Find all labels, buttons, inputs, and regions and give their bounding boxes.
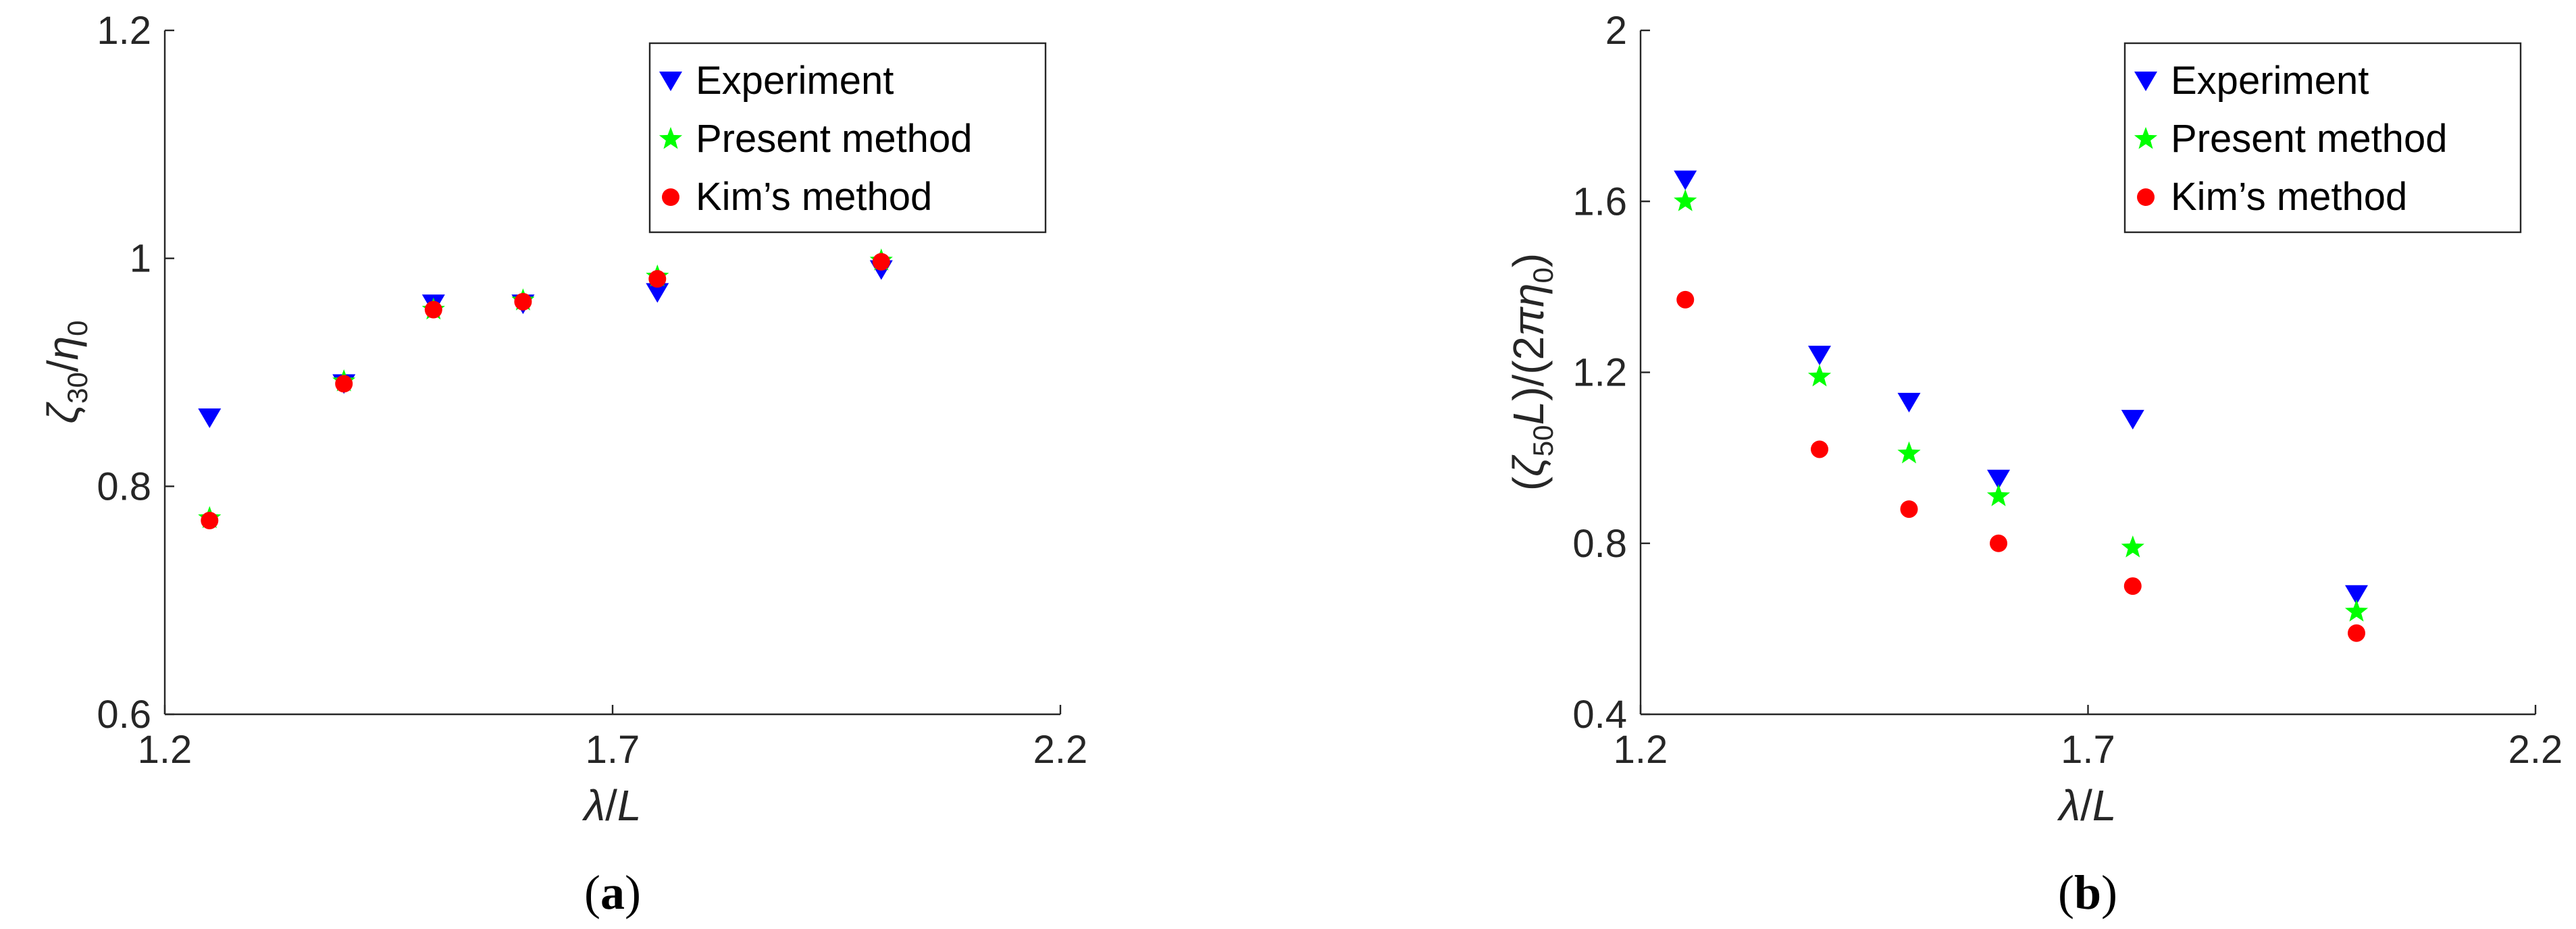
panel-a-y-tick-label-3: 1.2: [97, 9, 151, 53]
panel-b-legend-box: [2123, 42, 2522, 234]
panel-b-experiment-point-1: [1808, 346, 1831, 366]
panel-b-experiment-point-2: [1897, 392, 1921, 413]
panel-a-experiment-point-0: [198, 408, 222, 429]
panel-a-experiment-point-4: [646, 283, 669, 303]
panel-a-legend-marker-kims-method: [662, 188, 679, 206]
panel-b-kims-method-point-0: [1676, 290, 1695, 309]
panel-a-kims-method-point-2: [424, 300, 442, 319]
panel-b-legend-present-method: Present method: [2171, 117, 2447, 161]
panel-b-kims-method-point-1: [1811, 440, 1828, 458]
panel-a-label: (a): [584, 866, 641, 920]
panel-b-kims-method-point-5: [2348, 624, 2365, 642]
panel-a-y-tick-label-0: 0.6: [97, 693, 151, 737]
panel-b-present-method-point-5: [2344, 600, 2369, 622]
panel-b-legend-marker-present-method: [2134, 127, 2158, 149]
panel-a-y-tick-label-1: 0.8: [97, 464, 151, 508]
panel-a-x-tick-label-0: 1.2: [138, 728, 192, 772]
panel-a-kims-method-point-0: [201, 511, 219, 529]
panel-a-y-axis-label: ζ30/η0: [38, 320, 93, 423]
panel-b-label-letter: b: [2074, 866, 2101, 920]
panel-b-experiment-point-0: [1674, 170, 1697, 190]
panel-b-kims-method-point-3: [1990, 534, 2007, 552]
panel-a-x-tick-label-2: 2.2: [1033, 728, 1088, 772]
panel-b-x-tick-label-1: 1.7: [2061, 728, 2115, 772]
panel-b-legend: Experiment Present method Kim’s method: [2123, 42, 2522, 234]
panel-b-y-axis-label: (ζ50L)/(2πη0): [1504, 253, 1559, 491]
panel-b-label: (b): [2058, 866, 2117, 920]
panel-b-present-method-point-1: [1807, 364, 1832, 387]
panel-a-legend-marker-experiment: [659, 72, 682, 91]
panel-b-x-tick-label-0: 1.2: [1614, 728, 1668, 772]
panel-a-legend-markers: [659, 72, 683, 206]
panel-a-x-tick-label-1: 1.7: [586, 728, 640, 772]
panel-b-ticks: 1.2 1.7 2.2 0.4 0.8 1.2 1.6 2: [1572, 9, 2562, 772]
panel-b-kims-method-point-4: [2123, 577, 2142, 595]
panel-a-label-letter: a: [600, 866, 625, 920]
panel-b-legend-markers: [2134, 72, 2158, 206]
panel-b-present-method-point-4: [2121, 535, 2144, 558]
panel-a-ticks: 1.2 1.7 2.2 0.6 0.8 1 1.2: [97, 9, 1087, 772]
panel-a-kims-method-point-3: [514, 292, 532, 311]
panel-a-legend-marker-present-method: [659, 127, 683, 149]
panel-b-present-method-point-3: [1986, 484, 2011, 506]
panel-b-present-method-point-0: [1674, 189, 1697, 211]
panel-b-legend-marker-kims-method: [2137, 188, 2155, 206]
panel-b-marks: [1674, 170, 2369, 642]
panel-a-kims-method-point-1: [335, 375, 353, 393]
panel-b-experiment-point-5: [2345, 585, 2368, 605]
panel-b-x-axis-label: λ/L: [2057, 781, 2117, 830]
panel-a-legend-kims-method: Kim’s method: [696, 175, 932, 219]
panel-a-kims-method-point-4: [648, 270, 667, 288]
panel-a-legend-box: [648, 42, 1047, 234]
panel-a-legend-present-method: Present method: [696, 117, 972, 161]
panel-b-y-tick-label-3: 1.6: [1572, 180, 1627, 223]
panel-b-experiment-point-3: [1987, 469, 2010, 489]
panel-a-kims-method-point-5: [872, 253, 890, 271]
panel-a-legend: Experiment Present method Kim’s method: [648, 42, 1047, 234]
panel-b-y-tick-label-4: 2: [1605, 9, 1627, 53]
panel-a-y-tick-label-2: 1: [130, 237, 151, 281]
panel-a-x-axis-label: λ/L: [582, 781, 642, 830]
panel-b-legend-marker-experiment: [2134, 72, 2157, 91]
panel-b-y-tick-label-2: 1.2: [1572, 351, 1627, 395]
panel-b-kims-method-point-2: [1900, 500, 1918, 519]
panel-b-legend-kims-method: Kim’s method: [2171, 175, 2407, 219]
panel-a-marks: [198, 248, 893, 529]
panel-a: 1.2 1.7 2.2 0.6 0.8 1 1.2 λ/L ζ30/η0 Experimen…: [38, 9, 1087, 920]
panel-b-experiment-point-4: [2121, 410, 2144, 430]
panel-a-legend-experiment: Experiment: [696, 59, 894, 103]
panel-b-legend-experiment: Experiment: [2171, 59, 2369, 103]
panel-b-x-tick-label-2: 2.2: [2508, 728, 2563, 772]
panel-b: 1.2 1.7 2.2 0.4 0.8 1.2 1.6 2 λ/L (ζ50L)/(2πη0)…: [1504, 9, 2562, 920]
panel-b-present-method-point-2: [1897, 441, 1921, 464]
panel-b-y-tick-label-1: 0.8: [1572, 522, 1627, 566]
panel-b-y-tick-label-0: 0.4: [1572, 693, 1627, 737]
